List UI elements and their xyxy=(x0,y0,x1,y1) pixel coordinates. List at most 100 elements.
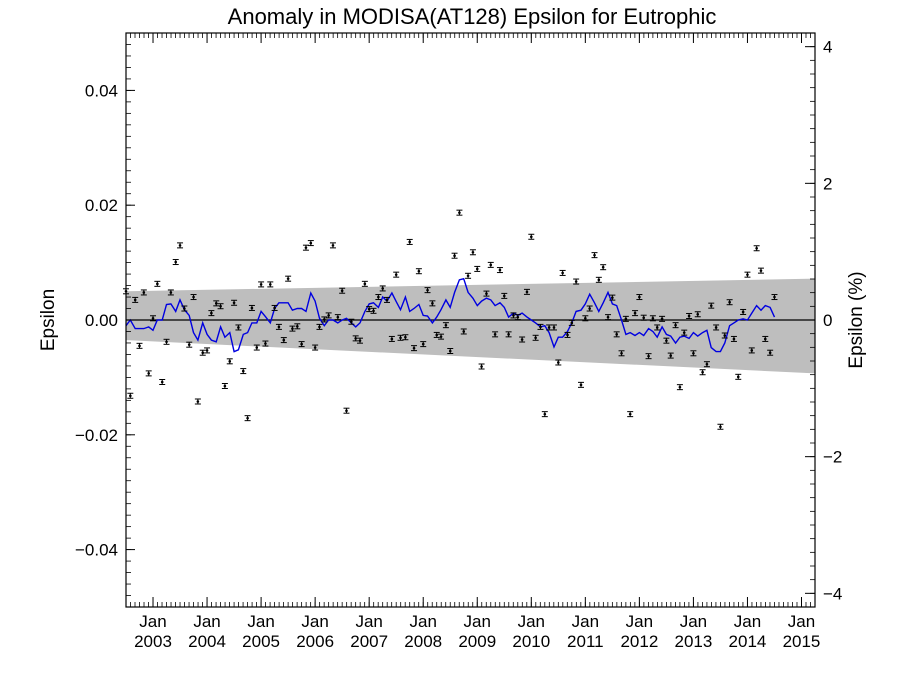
point-marker xyxy=(561,271,564,275)
point-marker xyxy=(534,336,537,340)
point-marker xyxy=(493,333,497,336)
right-tick-label: −4 xyxy=(823,584,842,603)
data-point xyxy=(240,368,247,375)
point-marker xyxy=(358,339,362,342)
data-point xyxy=(154,280,161,287)
data-point xyxy=(649,315,656,322)
point-marker xyxy=(201,351,205,355)
data-point xyxy=(253,344,260,351)
point-marker xyxy=(759,269,763,272)
data-point xyxy=(514,314,521,321)
point-marker xyxy=(655,326,659,329)
data-point xyxy=(767,349,774,356)
point-marker xyxy=(300,342,303,346)
data-point xyxy=(640,314,647,321)
point-marker xyxy=(237,326,240,329)
data-point xyxy=(411,345,418,352)
data-point xyxy=(186,341,193,348)
point-marker xyxy=(313,346,317,349)
data-point xyxy=(172,259,179,266)
data-point xyxy=(163,338,170,345)
data-point xyxy=(550,324,557,331)
point-marker xyxy=(480,365,483,368)
point-marker xyxy=(547,326,551,329)
data-point xyxy=(632,310,639,317)
point-marker xyxy=(660,317,664,321)
data-point xyxy=(713,324,720,331)
point-marker xyxy=(178,244,182,247)
point-marker xyxy=(574,280,578,283)
data-point xyxy=(181,305,188,312)
point-marker xyxy=(669,354,673,357)
point-marker xyxy=(196,400,200,403)
data-point xyxy=(248,304,255,311)
y-axis-label-right: Epsilon (%) xyxy=(846,271,867,368)
point-marker xyxy=(183,307,186,310)
point-marker xyxy=(385,298,389,302)
data-point xyxy=(275,323,282,330)
data-point xyxy=(433,331,440,338)
right-tick-label: 0 xyxy=(823,311,832,330)
left-tick-label: −0.02 xyxy=(75,426,118,445)
data-point xyxy=(208,310,215,317)
point-marker xyxy=(232,301,236,305)
x-tick-label-year: 2015 xyxy=(783,632,821,651)
data-point xyxy=(735,373,742,380)
data-point xyxy=(267,281,274,288)
data-point xyxy=(348,318,355,325)
data-point xyxy=(469,249,476,256)
data-point xyxy=(618,350,625,357)
point-marker xyxy=(273,306,276,310)
data-point xyxy=(136,342,143,349)
data-point xyxy=(447,347,454,354)
data-point xyxy=(703,361,710,368)
point-marker xyxy=(309,241,313,245)
data-point xyxy=(654,324,661,331)
data-point xyxy=(280,337,287,344)
point-marker xyxy=(210,311,213,315)
point-marker xyxy=(552,326,556,329)
right-tick-label: 2 xyxy=(823,174,832,193)
data-point xyxy=(393,271,400,278)
point-marker xyxy=(187,343,191,346)
point-marker xyxy=(709,304,713,307)
data-point xyxy=(681,329,688,336)
point-marker xyxy=(466,274,470,278)
x-tick-label-month: Jan xyxy=(788,612,815,631)
point-marker xyxy=(665,339,668,342)
point-marker xyxy=(696,312,700,316)
point-marker xyxy=(692,351,695,355)
data-point xyxy=(316,323,323,330)
data-point xyxy=(699,369,706,376)
point-marker xyxy=(520,338,524,341)
point-marker xyxy=(475,267,479,271)
data-point xyxy=(132,296,139,303)
data-point xyxy=(307,240,314,247)
point-marker xyxy=(435,333,439,337)
data-point xyxy=(190,294,197,301)
data-point xyxy=(726,299,733,306)
data-point xyxy=(231,299,238,306)
point-marker xyxy=(399,336,402,340)
data-point xyxy=(352,335,359,342)
point-marker xyxy=(512,314,515,317)
x-tick-label-month: Jan xyxy=(572,612,599,631)
data-point xyxy=(226,358,233,365)
point-marker xyxy=(723,334,727,337)
data-point xyxy=(329,242,336,249)
data-point xyxy=(686,312,693,319)
point-marker xyxy=(611,296,614,299)
data-point xyxy=(177,242,184,249)
data-point xyxy=(429,300,436,307)
data-point xyxy=(424,287,431,294)
point-marker xyxy=(557,361,560,364)
x-tick-label-year: 2014 xyxy=(729,632,767,651)
point-marker xyxy=(444,323,448,327)
point-marker xyxy=(728,300,731,304)
point-marker xyxy=(404,335,407,339)
data-point xyxy=(659,315,666,322)
point-marker xyxy=(732,337,736,341)
x-tick-label-month: Jan xyxy=(301,612,328,631)
data-point xyxy=(397,334,404,341)
